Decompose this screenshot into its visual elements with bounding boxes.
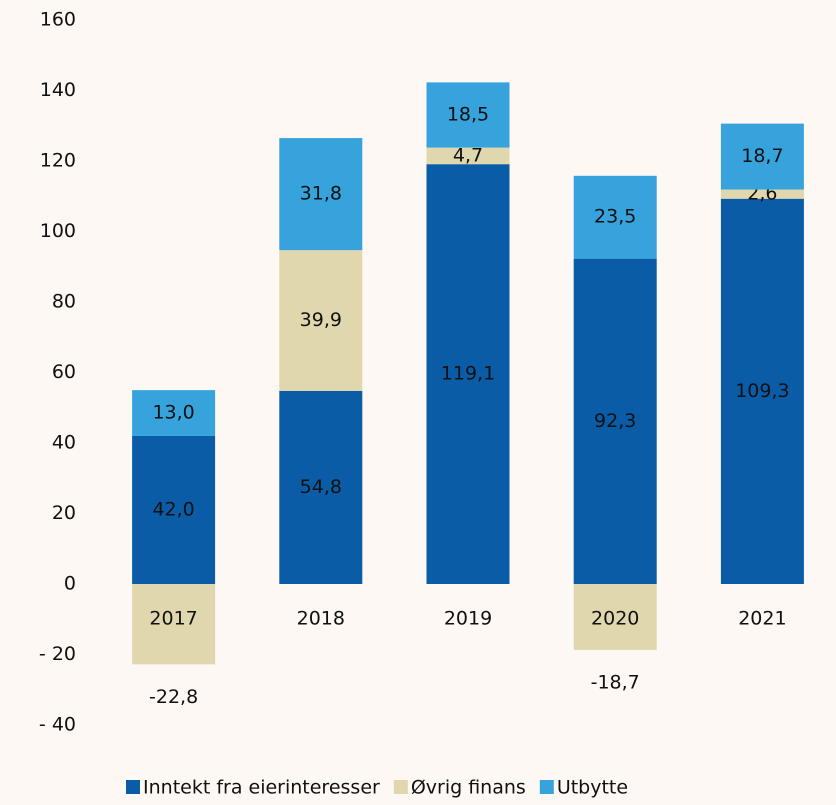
y-tick-label: 120 (40, 150, 76, 172)
x-tick-label: 2019 (444, 608, 492, 630)
legend-swatch (393, 780, 408, 794)
bar-segment (720, 189, 804, 199)
data-label: 4,7 (453, 144, 483, 166)
bar-segment (279, 138, 363, 251)
data-label: 54,8 (300, 476, 342, 498)
data-label: 23,5 (594, 206, 636, 228)
data-label: -22,8 (149, 686, 198, 708)
y-tick-label: 100 (40, 220, 76, 242)
y-tick-label: - 40 (39, 714, 76, 736)
bar-segment (132, 584, 216, 665)
legend-label: Utbytte (557, 777, 628, 799)
x-tick-label: 2020 (591, 608, 639, 630)
y-tick-label: 40 (52, 432, 76, 454)
bar-segment (426, 147, 510, 165)
bar-segment (132, 390, 216, 436)
x-tick-label: 2017 (149, 608, 197, 630)
legend-label: Inntekt fra eierinteresser (143, 777, 380, 799)
bar-segment (279, 250, 363, 391)
data-label: 18,5 (447, 103, 489, 125)
data-label: 119,1 (441, 363, 495, 385)
data-label: -18,7 (591, 671, 640, 693)
data-label: 109,3 (735, 380, 789, 402)
x-tick-label: 2018 (297, 608, 345, 630)
bar-segment (426, 164, 510, 585)
legend-label: Øvrig finans (411, 777, 526, 799)
bar-segment (573, 584, 657, 650)
y-tick-label: 140 (40, 79, 76, 101)
bar-segment (426, 82, 510, 148)
x-tick-label: 2021 (738, 608, 786, 630)
y-tick-label: 0 (64, 573, 76, 595)
data-label: 18,7 (741, 145, 783, 167)
data-label: 42,0 (152, 498, 194, 520)
data-label: 31,8 (300, 183, 342, 205)
y-tick-label: 60 (52, 361, 76, 383)
bar-segment (720, 198, 804, 584)
bar-segment (279, 390, 363, 584)
legend-swatch (126, 780, 140, 794)
y-tick-label: 80 (52, 291, 76, 313)
y-tick-label: 20 (52, 502, 76, 524)
data-label: 39,9 (300, 309, 342, 331)
bar-segment (573, 258, 657, 584)
bar-segment (132, 435, 216, 584)
data-label: 13,0 (152, 402, 194, 424)
bar-segment (720, 123, 804, 190)
y-tick-label: 160 (40, 9, 76, 31)
y-tick-label: - 20 (39, 643, 76, 665)
legend-swatch (539, 780, 554, 794)
data-label: 92,3 (594, 410, 636, 432)
bar-segment (573, 175, 657, 259)
